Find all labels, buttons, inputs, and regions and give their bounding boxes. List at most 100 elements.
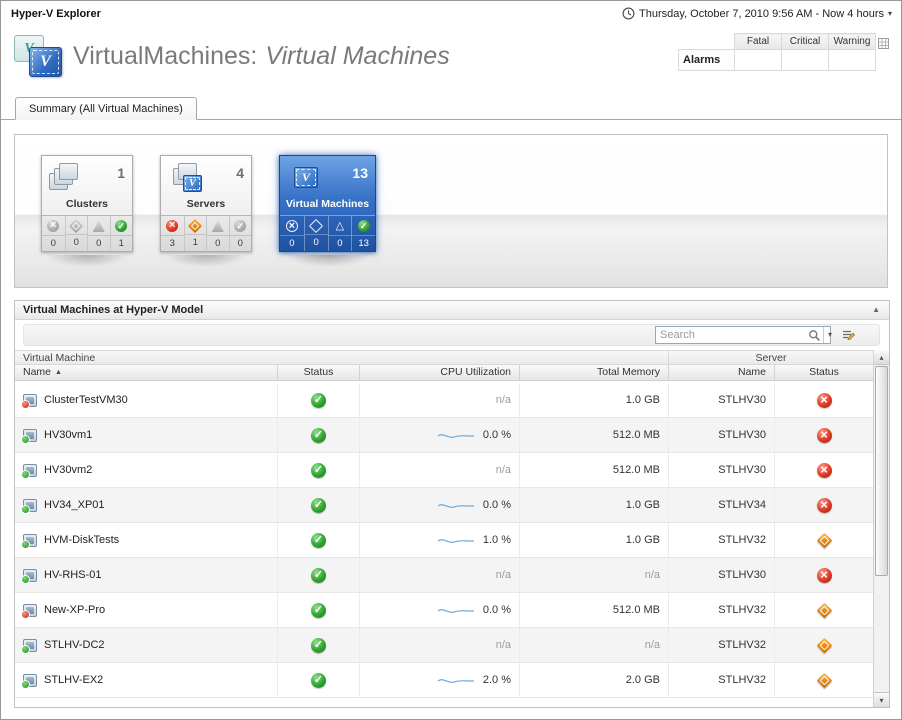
search-box: ▾ (655, 326, 831, 344)
server-status-icon-fatal (817, 498, 832, 513)
tile-servers[interactable]: 4Servers3100 (160, 155, 252, 252)
alarms-critical-value[interactable] (782, 50, 829, 71)
tile-clusters[interactable]: 1Clusters0001 (41, 155, 133, 252)
cpu-value: n/a (496, 639, 511, 651)
fatal-status-count: 0 (280, 235, 304, 249)
vm-status-icon-normal (311, 603, 326, 618)
alarms-summary: Fatal Critical Warning Alarms (678, 33, 889, 71)
table-customizer-icon[interactable] (842, 328, 856, 346)
clock-icon (622, 7, 635, 20)
vm-icon (23, 534, 37, 547)
search-input[interactable] (656, 327, 806, 343)
memory-value: 512.0 MB (613, 429, 660, 441)
scroll-down-icon[interactable]: ▾ (874, 692, 889, 707)
col-header-cpu-utilization[interactable]: CPU Utilization (359, 365, 519, 380)
panel-title: Virtual Machines at Hyper-V Model (23, 304, 203, 316)
warning-status-icon (93, 220, 105, 232)
cpu-value: n/a (496, 464, 511, 476)
table-rows: ClusterTestVM30n/a1.0 GBSTLHV30HV30vm10.… (15, 383, 873, 707)
alarms-warning-value[interactable] (829, 50, 876, 71)
time-range-label: Thursday, October 7, 2010 9:56 AM - Now … (639, 8, 884, 20)
server-status-icon-fatal (817, 428, 832, 443)
vertical-scrollbar[interactable]: ▴ ▾ (873, 350, 889, 707)
page-heading: VirtualMachines:Virtual Machines (73, 42, 450, 71)
critical-status-count: 0 (66, 234, 88, 248)
col-header-status[interactable]: Status (277, 365, 359, 380)
table-row[interactable]: HVM-DiskTests1.0 %1.0 GBSTLHV32 (15, 523, 873, 558)
scroll-up-icon[interactable]: ▴ (874, 350, 889, 365)
critical-status-icon (309, 219, 323, 233)
server-name: STLHV30 (718, 429, 766, 441)
cpu-value: 1.0 % (483, 534, 511, 546)
col-header-server-name[interactable]: Name (668, 365, 774, 380)
cpu-sparkline (437, 429, 475, 442)
warning-status-count: 0 (329, 235, 352, 249)
time-range-selector[interactable]: Thursday, October 7, 2010 9:56 AM - Now … (622, 7, 892, 20)
cpu-sparkline (437, 674, 475, 687)
table-row[interactable]: STLHV-EX22.0 %2.0 GBSTLHV32 (15, 663, 873, 698)
col-header-server-status[interactable]: Status (774, 365, 873, 380)
vm-status-icon-normal (311, 498, 326, 513)
table-row[interactable]: ClusterTestVM30n/a1.0 GBSTLHV30 (15, 383, 873, 418)
search-options-chevron-icon[interactable]: ▾ (823, 327, 836, 343)
tab-summary-all-virtual-machines[interactable]: Summary (All Virtual Machines) (15, 97, 197, 120)
col-header-name[interactable]: Name▲ (15, 365, 277, 380)
critical-status-count: 0 (305, 234, 328, 248)
cpu-value: 0.0 % (483, 429, 511, 441)
alarms-row-label: Alarms (679, 50, 735, 71)
cpu-value: 0.0 % (483, 604, 511, 616)
table-row[interactable]: HV34_XP010.0 %1.0 GBSTLHV34 (15, 488, 873, 523)
group-header-server: Server (668, 351, 873, 364)
virtual-machines-icon (14, 35, 62, 77)
critical-status-count: 1 (185, 234, 207, 248)
server-name: STLHV32 (718, 604, 766, 616)
scroll-thumb[interactable] (875, 366, 888, 576)
memory-value: 1.0 GB (626, 394, 660, 406)
table-row[interactable]: New-XP-Pro0.0 %512.0 MBSTLHV32 (15, 593, 873, 628)
cpu-value: n/a (496, 569, 511, 581)
group-header-virtual-machine: Virtual Machine (15, 351, 668, 364)
tiles-row: 1Clusters00014Servers310013Virtual Machi… (41, 155, 376, 267)
page-title: Hyper-V Explorer (11, 8, 101, 20)
tile-label: Clusters (42, 198, 132, 215)
search-icon[interactable] (806, 329, 823, 342)
tile-reflection (286, 255, 370, 267)
table-row[interactable]: HV-RHS-01n/an/aSTLHV30 (15, 558, 873, 593)
vm-icon (23, 394, 37, 407)
memory-value: 512.0 MB (613, 604, 660, 616)
tile-count: 13 (352, 165, 368, 181)
vm-table: Virtual Machine Server Name▲ Status CPU … (15, 350, 873, 707)
vm-name: HV30vm2 (44, 464, 92, 476)
vm-status-icon-normal (311, 673, 326, 688)
normal-status-count: 0 (230, 235, 252, 249)
vm-name: HVM-DiskTests (44, 534, 119, 546)
table-row[interactable]: HV30vm2n/a512.0 MBSTLHV30 (15, 453, 873, 488)
alarms-fatal-value[interactable] (735, 50, 782, 71)
collapse-panel-icon[interactable]: ▲ (872, 301, 880, 319)
memory-value: n/a (645, 569, 660, 581)
server-name: STLHV34 (718, 499, 766, 511)
warning-status-icon (212, 220, 224, 232)
warning-status-count: 0 (88, 235, 110, 249)
vm-name: HV34_XP01 (44, 499, 105, 511)
alarms-grid-icon[interactable] (878, 36, 889, 54)
object-title: VirtualMachines:Virtual Machines (14, 35, 450, 77)
server-name: STLHV32 (718, 534, 766, 546)
vm-icon (23, 429, 37, 442)
cpu-sparkline (437, 604, 475, 617)
warning-status-count: 0 (207, 235, 229, 249)
col-header-total-memory[interactable]: Total Memory (519, 365, 668, 380)
vm-status-icon-normal (311, 393, 326, 408)
tile-reflection (164, 255, 248, 267)
title-prefix: VirtualMachines: (73, 42, 257, 70)
virtual-machines-icon (287, 162, 323, 192)
table-row[interactable]: HV30vm10.0 %512.0 MBSTLHV30 (15, 418, 873, 453)
clusters-icon (49, 162, 85, 192)
topology-tiles-panel: 1Clusters00014Servers310013Virtual Machi… (14, 134, 888, 288)
vm-icon (23, 674, 37, 687)
chevron-down-icon: ▾ (888, 9, 892, 18)
table-row[interactable]: STLHV-DC2n/an/aSTLHV32 (15, 628, 873, 663)
tile-count: 1 (117, 165, 125, 181)
tile-virtual-machines[interactable]: 13Virtual Machines00013 (279, 155, 376, 252)
fatal-status-icon (166, 220, 178, 232)
